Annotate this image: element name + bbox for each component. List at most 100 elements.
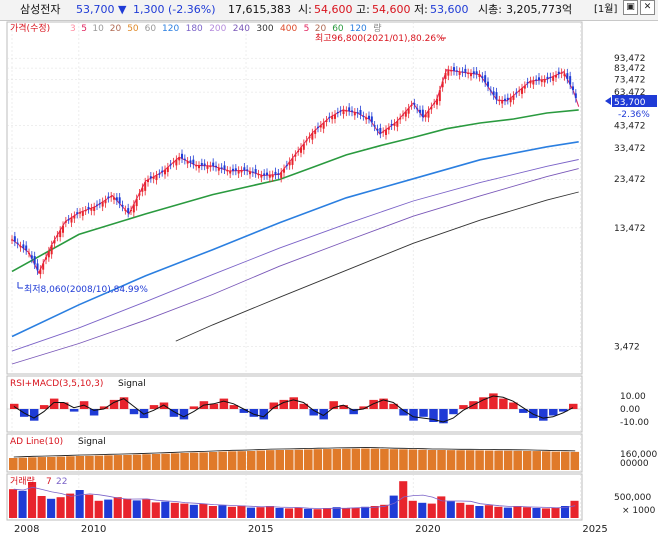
volume-bar bbox=[218, 505, 227, 518]
ad-line-bar bbox=[189, 452, 199, 470]
candle-body bbox=[195, 165, 198, 167]
candle-body bbox=[277, 173, 280, 175]
restore-window-icon[interactable]: ▣ bbox=[623, 0, 638, 15]
volume-bar bbox=[94, 500, 103, 518]
close-window-icon[interactable]: ✕ bbox=[640, 0, 655, 15]
candle-body bbox=[246, 169, 249, 171]
rsi-macd-bar bbox=[39, 405, 49, 409]
ad-line-bar bbox=[361, 448, 370, 470]
candle-body bbox=[81, 211, 84, 216]
candle-body bbox=[183, 158, 186, 160]
low-label: 저: bbox=[414, 3, 428, 16]
price-legend-item: 120 bbox=[350, 24, 367, 34]
price-panel bbox=[6, 21, 583, 375]
candle-body bbox=[141, 187, 144, 192]
price-legend-item: 20 bbox=[315, 24, 327, 34]
candle-body bbox=[362, 115, 365, 117]
rsi-macd-bar bbox=[569, 403, 578, 409]
volume-bar bbox=[75, 490, 84, 518]
volume-bar bbox=[427, 503, 436, 518]
ad-line-bar bbox=[199, 452, 208, 470]
ad-line-bar bbox=[560, 451, 570, 470]
price-legend-item: 400 bbox=[280, 24, 297, 34]
candle-body bbox=[192, 159, 195, 165]
rsi-macd-bar bbox=[319, 409, 328, 420]
candle-body bbox=[175, 159, 178, 166]
rsi-macd-bar bbox=[139, 409, 149, 419]
ma50-line bbox=[11, 109, 579, 273]
ad-line-bar bbox=[142, 454, 151, 470]
volume-bar bbox=[18, 490, 27, 518]
rsi-macd-bar bbox=[359, 406, 368, 409]
candle-body bbox=[452, 67, 455, 71]
candle-body bbox=[509, 97, 512, 103]
rsi-macd-bar bbox=[99, 406, 109, 409]
candle-body bbox=[101, 201, 104, 207]
ma300-line bbox=[175, 191, 579, 342]
candle-body bbox=[526, 82, 529, 84]
candle-body bbox=[336, 112, 339, 114]
price-legend-item: 50 bbox=[127, 24, 139, 34]
volume-bar bbox=[475, 506, 484, 518]
candle-body bbox=[220, 167, 223, 169]
candle-body bbox=[467, 73, 470, 75]
candle-body bbox=[401, 114, 404, 116]
candle-body bbox=[574, 93, 577, 99]
volume-bar bbox=[399, 481, 408, 518]
candle-body bbox=[413, 103, 416, 105]
candle-body bbox=[260, 175, 263, 178]
volume-bar bbox=[246, 507, 256, 518]
candle-body bbox=[486, 81, 489, 87]
candle-body bbox=[178, 157, 181, 161]
volume-bar bbox=[161, 501, 170, 518]
candle-body bbox=[458, 71, 461, 75]
candle-body bbox=[532, 80, 535, 85]
volume-bar bbox=[313, 509, 322, 518]
candle-body bbox=[396, 121, 399, 127]
candle-body bbox=[42, 263, 45, 270]
candle-body bbox=[353, 112, 356, 116]
volume-bar bbox=[208, 506, 217, 518]
candle-body bbox=[331, 116, 334, 120]
rsi-macd-bar bbox=[309, 409, 318, 416]
ad-line-bar bbox=[132, 454, 142, 470]
candle-body bbox=[268, 175, 271, 178]
ad-line-bar bbox=[237, 451, 246, 470]
ad-signal-legend: Signal bbox=[78, 437, 106, 447]
candle-body bbox=[393, 123, 396, 126]
candle-body bbox=[169, 164, 172, 166]
ad-line-bar bbox=[513, 450, 522, 470]
high-value: 54,600 bbox=[372, 3, 411, 16]
ad-line-bar bbox=[28, 457, 37, 470]
candle-body bbox=[217, 167, 220, 171]
candle-body bbox=[113, 197, 116, 200]
candle-body bbox=[243, 167, 246, 171]
period-button[interactable]: [1월] bbox=[594, 4, 618, 15]
candle-body bbox=[115, 197, 118, 201]
stock-name[interactable]: 삼성전자 bbox=[20, 3, 61, 16]
last-price-marker-icon bbox=[605, 97, 611, 105]
volume-tick-label: 500,000 bbox=[614, 493, 651, 503]
rsi-macd-bar bbox=[369, 399, 378, 409]
candle-body bbox=[325, 120, 328, 122]
rsi-signal-legend: Signal bbox=[118, 379, 146, 389]
price-legend-item: 180 bbox=[186, 24, 203, 34]
price-legend-item: 5 bbox=[304, 24, 310, 34]
rsi-macd-bar bbox=[219, 398, 229, 409]
ad-line-bar bbox=[494, 450, 503, 470]
ad-tick-label: 160,000 bbox=[620, 450, 657, 460]
candle-body bbox=[64, 221, 67, 223]
price-legend-item: 60 bbox=[145, 24, 157, 34]
ad-line-bar bbox=[47, 456, 56, 470]
candle-body bbox=[291, 158, 294, 165]
ad-line-bar bbox=[218, 451, 227, 470]
rsi-macd-bar bbox=[539, 409, 548, 421]
rsi-macd-bar bbox=[529, 409, 538, 419]
candle-body bbox=[62, 225, 65, 233]
candle-body bbox=[503, 98, 506, 101]
candle-body bbox=[84, 210, 87, 212]
high-annotation: 최고96,800(2021/01),80.26% bbox=[315, 33, 445, 44]
candle-body bbox=[322, 122, 325, 129]
candle-body bbox=[418, 109, 421, 113]
candle-body bbox=[172, 162, 175, 164]
